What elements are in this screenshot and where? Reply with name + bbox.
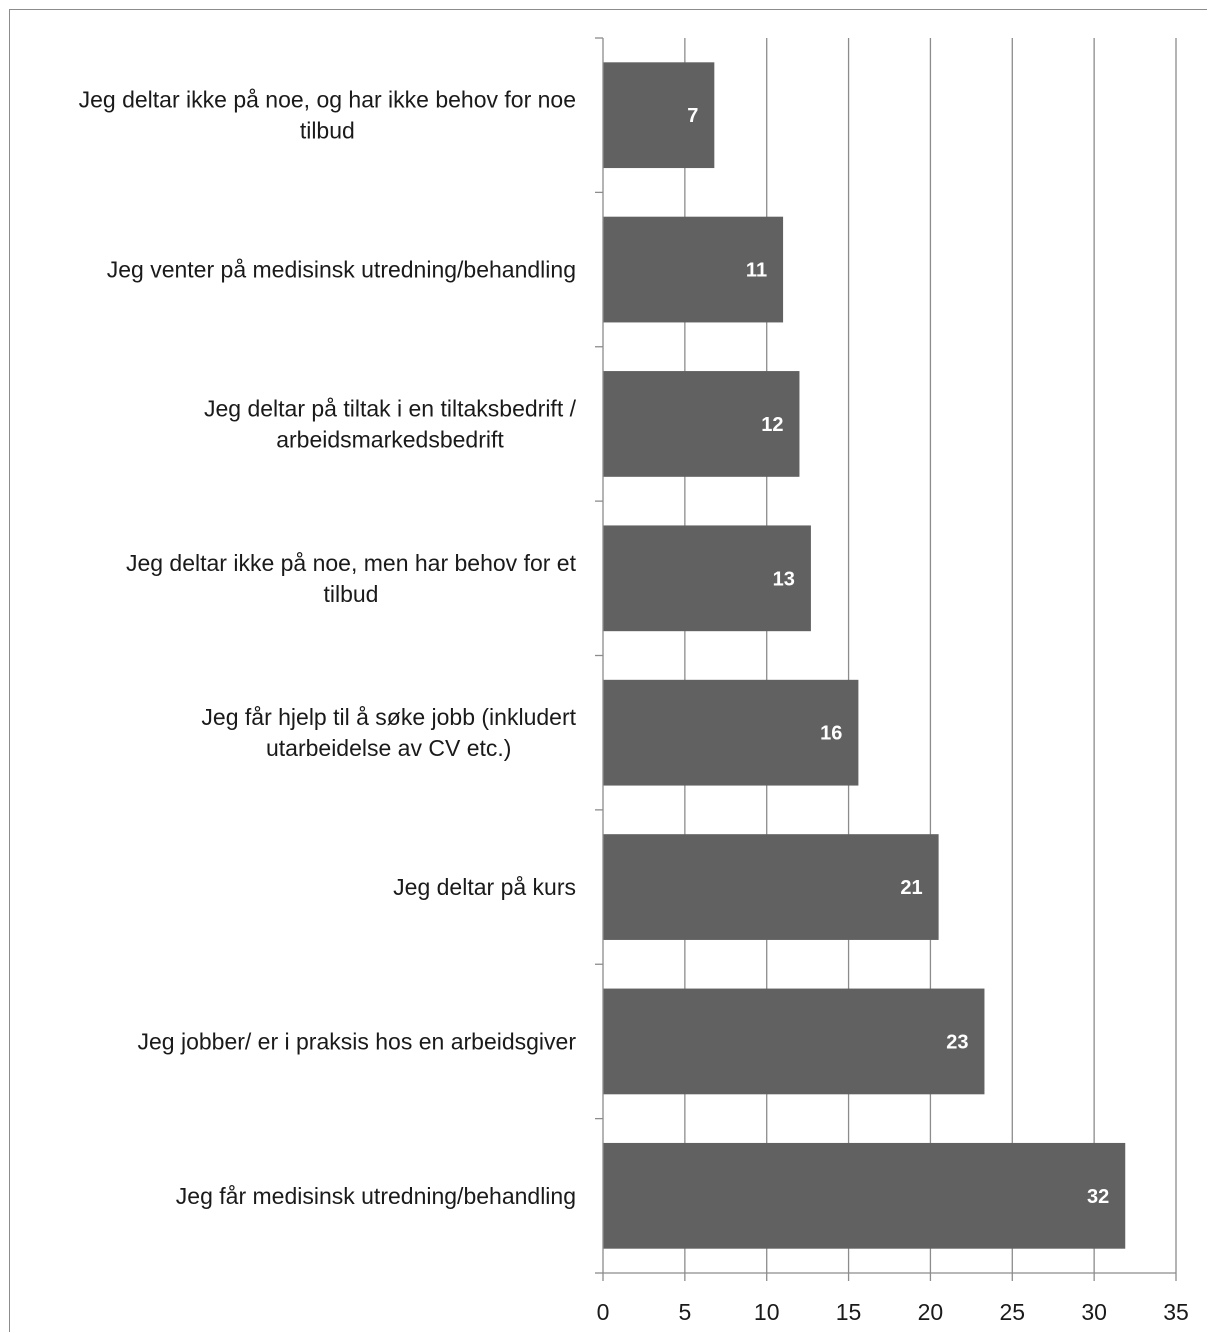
category-label-6-line-0: Jeg jobber/ er i praksis hos en arbeidsg… — [137, 1028, 576, 1054]
category-label-4-line-1: utarbeidelse av CV etc.) — [266, 735, 511, 761]
data-label-3: 13 — [773, 568, 795, 590]
bar-6 — [603, 988, 985, 1095]
data-label-5: 21 — [900, 877, 922, 899]
data-label-7: 32 — [1087, 1186, 1109, 1208]
x-tick-label-10: 10 — [754, 1299, 780, 1325]
category-label-3-line-0: Jeg deltar ikke på noe, men har behov fo… — [126, 550, 577, 576]
bar-2 — [603, 371, 800, 477]
x-tick-label-30: 30 — [1081, 1299, 1107, 1325]
chart-frame — [9, 9, 1207, 1332]
axes — [595, 37, 1177, 1281]
x-tick-label-15: 15 — [836, 1299, 862, 1325]
category-label-4-line-0: Jeg får hjelp til å søke jobb (inkludert — [201, 704, 576, 730]
x-tick-label-0: 0 — [597, 1299, 610, 1325]
category-label-0-line-1: tilbud — [300, 118, 355, 144]
category-label-1-line-0: Jeg venter på medisinsk utredning/behand… — [107, 257, 576, 283]
category-label-2-line-1: arbeidsmarkedsbedrift — [276, 426, 504, 452]
bar-0 — [603, 62, 715, 169]
bar-7 — [603, 1142, 1126, 1249]
category-label-0-line-0: Jeg deltar ikke på noe, og har ikke beho… — [79, 87, 576, 113]
bars — [603, 62, 1126, 1249]
x-tick-label-20: 20 — [918, 1299, 944, 1325]
x-tick-label-25: 25 — [999, 1299, 1025, 1325]
category-label-3-line-1: tilbud — [323, 581, 378, 607]
labels: 7 11 12 13 16 21 23 32 0 5 10 15 20 25 30 35 Jeg deltar … — [79, 87, 1189, 1325]
bar-3 — [603, 525, 811, 632]
category-label-5-line-0: Jeg deltar på kurs — [393, 874, 576, 900]
category-label-2-line-0: Jeg deltar på tiltak i en tiltaksbedrift… — [204, 395, 577, 421]
x-tick-label-5: 5 — [678, 1299, 691, 1325]
x-tick-label-35: 35 — [1163, 1299, 1189, 1325]
data-label-1: 11 — [746, 260, 767, 282]
data-label-4: 16 — [820, 723, 842, 745]
data-label-2: 12 — [761, 414, 783, 436]
bar-5 — [603, 834, 939, 940]
bar-4 — [603, 679, 859, 786]
data-label-6: 23 — [946, 1031, 968, 1053]
category-label-7-line-0: Jeg får medisinsk utredning/behandling — [176, 1183, 576, 1209]
bar-1 — [603, 216, 784, 323]
data-label-0: 7 — [687, 105, 698, 127]
